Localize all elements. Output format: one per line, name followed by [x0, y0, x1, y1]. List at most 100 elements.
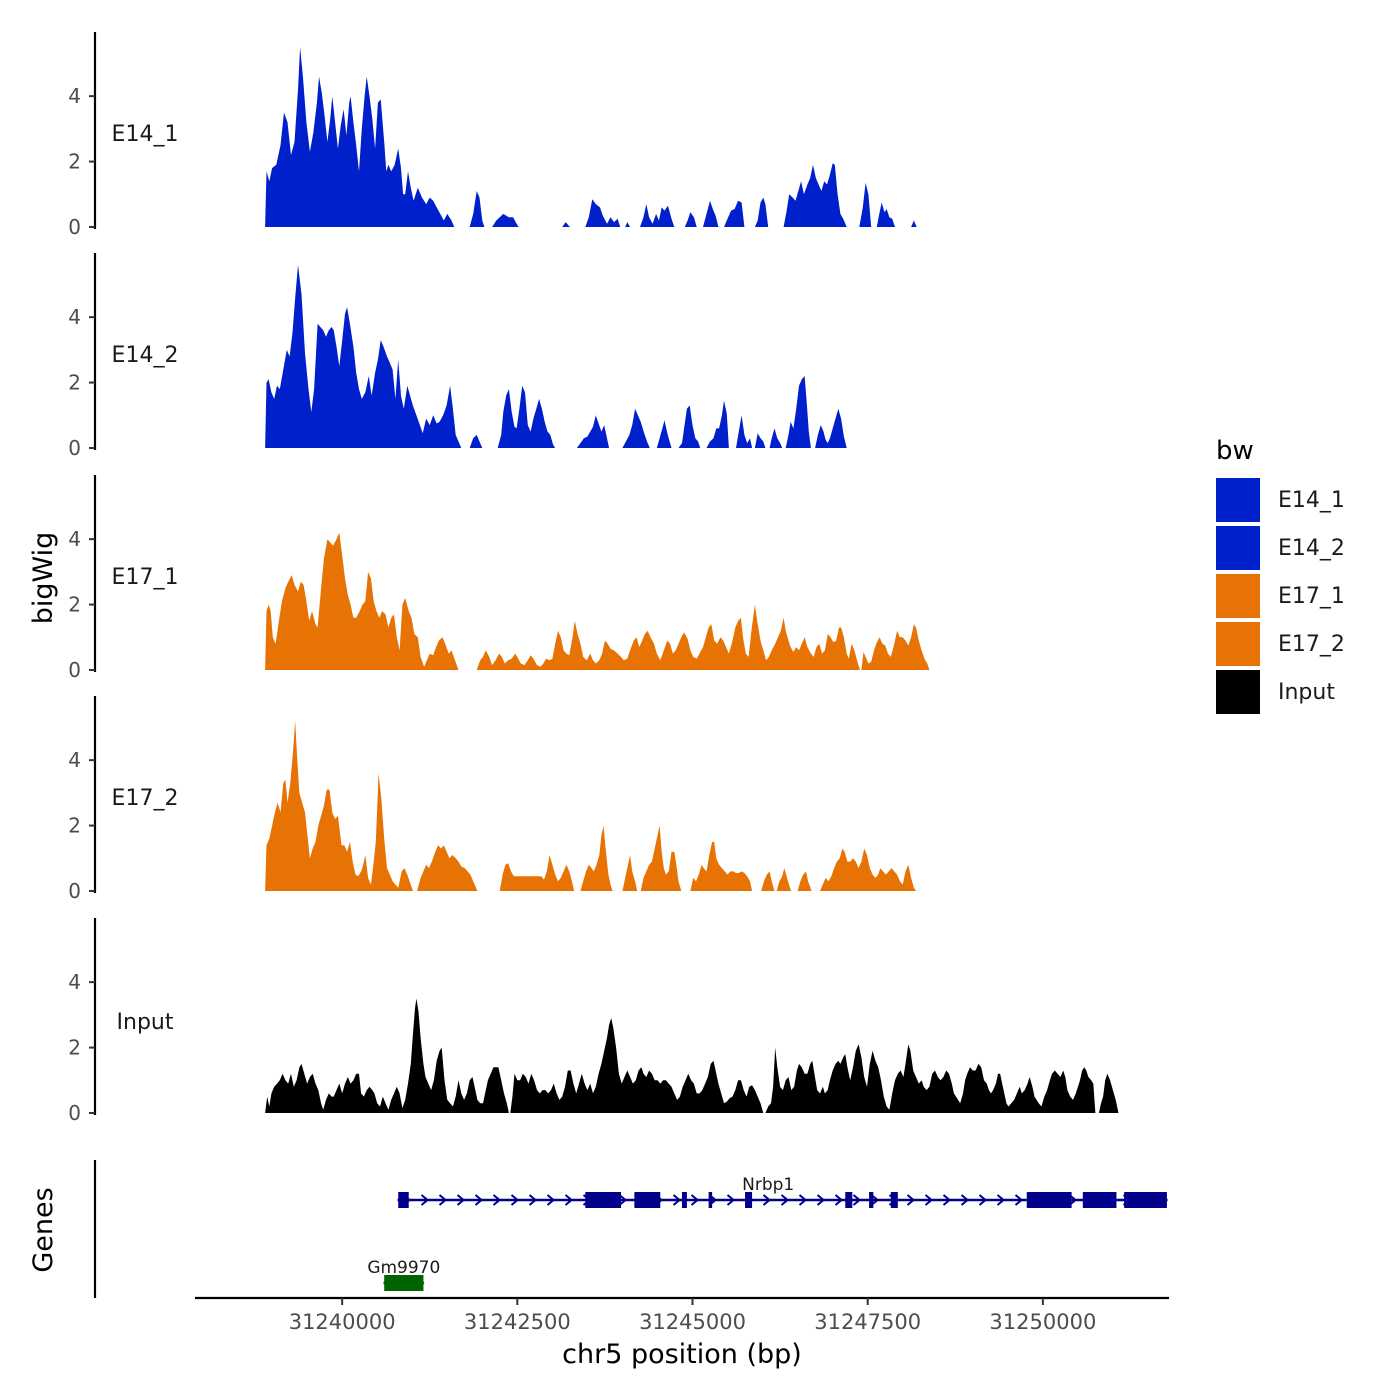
- legend-label: Input: [1278, 679, 1335, 705]
- strand-chevron: [456, 1194, 466, 1206]
- gene-exon: [890, 1192, 898, 1208]
- y-tick-label: 2: [68, 371, 81, 395]
- legend-label: E14_1: [1278, 487, 1345, 513]
- strand-chevron: [960, 1194, 970, 1206]
- y-tick-label: 4: [68, 970, 81, 994]
- legend-item-e17-1: E17_1: [1216, 572, 1386, 620]
- y-tick-label: 0: [68, 1101, 81, 1125]
- strand-chevron: [492, 1194, 502, 1206]
- strand-chevron: [1014, 1194, 1024, 1206]
- gene-nrbp1: Nrbp1: [397, 1175, 1168, 1208]
- coverage-panels: 0 2 4 E14_1 0 2 4 E14_2 0 2 4 E17_1 0 2 4 E17_2 0 2 4 Input: [68, 32, 1119, 1125]
- strand-chevron: [510, 1194, 520, 1206]
- x-axis-label: chr5 position (bp): [562, 1339, 802, 1370]
- gene-exon: [384, 1275, 424, 1291]
- gene-exon: [869, 1192, 874, 1208]
- gene-exon: [585, 1192, 622, 1208]
- strand-chevron: [924, 1194, 934, 1206]
- gene-exon: [845, 1192, 853, 1208]
- y-tick-label: 2: [68, 814, 81, 838]
- y-tick-label: 4: [68, 527, 81, 551]
- legend-item-input: Input: [1216, 668, 1386, 716]
- y-tick-label: 4: [68, 748, 81, 772]
- gene-label-gm9970: Gm9970: [367, 1258, 440, 1278]
- legend-item-e17-2: E17_2: [1216, 620, 1386, 668]
- x-tick-label: 31242500: [464, 1310, 571, 1334]
- genes-panel: Nrbp1 Gm9970: [93, 1160, 1168, 1298]
- strand-chevron: [978, 1194, 988, 1206]
- track-label-e14-2: E14_2: [112, 343, 179, 368]
- legend-title: bw: [1216, 436, 1254, 466]
- track-label-e14-1: E14_1: [112, 122, 179, 147]
- genes-axis-label: Genes: [28, 1187, 59, 1272]
- strand-chevron: [672, 1194, 682, 1206]
- legend-swatch: [1216, 526, 1260, 570]
- strand-chevron: [546, 1194, 556, 1206]
- strand-chevron: [996, 1194, 1006, 1206]
- strand-chevron: [906, 1194, 916, 1206]
- panel-e14-2: 0 2 4 E14_2: [68, 253, 847, 460]
- legend-label: E17_2: [1278, 631, 1345, 657]
- legend-swatch: [1216, 622, 1260, 666]
- panel-e17-2: 0 2 4 E17_2: [68, 696, 917, 903]
- y-tick-label: 0: [68, 436, 81, 460]
- gene-exon: [634, 1192, 661, 1208]
- x-tick-label: 31245000: [639, 1310, 746, 1334]
- coverage-area-e14-2: [265, 264, 847, 448]
- strand-chevron: [438, 1194, 448, 1206]
- legend-swatch: [1216, 574, 1260, 618]
- coverage-area-e17-2: [265, 720, 917, 891]
- strand-chevron: [528, 1194, 538, 1206]
- strand-chevron: [870, 1194, 880, 1206]
- y-tick-label: 0: [68, 215, 81, 239]
- y-tick-label: 0: [68, 879, 81, 903]
- strand-chevron: [852, 1194, 862, 1206]
- legend: bw E14_1 E14_2 E17_1 E17_2 Input: [1216, 434, 1386, 716]
- strand-chevron: [564, 1194, 574, 1206]
- strand-chevron: [816, 1194, 826, 1206]
- gene-exon: [708, 1192, 713, 1208]
- gene-exon: [1026, 1192, 1072, 1208]
- strand-chevron: [690, 1194, 700, 1206]
- x-tick-label: 31240000: [289, 1310, 396, 1334]
- coverage-area-input: [265, 998, 1119, 1113]
- coverage-area-e17-1: [265, 532, 930, 670]
- x-tick-label: 31250000: [989, 1310, 1096, 1334]
- strand-chevron: [420, 1194, 430, 1206]
- gene-exon: [1124, 1192, 1167, 1208]
- legend-label: E17_1: [1278, 583, 1345, 609]
- legend-item-e14-2: E14_2: [1216, 524, 1386, 572]
- gene-exon: [1082, 1192, 1117, 1208]
- legend-swatch: [1216, 478, 1260, 522]
- coverage-area-e14-1: [265, 47, 917, 227]
- track-label-e17-2: E17_2: [112, 786, 179, 811]
- gene-exon: [682, 1192, 687, 1208]
- y-tick-label: 2: [68, 1036, 81, 1060]
- strand-chevron: [780, 1194, 790, 1206]
- legend-item-e14-1: E14_1: [1216, 476, 1386, 524]
- strand-chevron: [942, 1194, 952, 1206]
- x-axis: 31240000 31242500 31245000 31247500 31250000: [195, 1296, 1169, 1334]
- panel-e14-1: 0 2 4 E14_1: [68, 32, 917, 239]
- strand-chevron: [618, 1194, 628, 1206]
- legend-swatch: [1216, 670, 1260, 714]
- y-tick-label: 2: [68, 150, 81, 174]
- gene-label-nrbp1: Nrbp1: [742, 1175, 794, 1195]
- y-tick-label: 4: [68, 305, 81, 329]
- legend-label: E14_2: [1278, 535, 1345, 561]
- y-axis-label: bigWig: [28, 532, 59, 625]
- panel-e17-1: 0 2 4 E17_1: [68, 475, 930, 682]
- y-tick-label: 0: [68, 658, 81, 682]
- x-tick-label: 31247500: [814, 1310, 921, 1334]
- strand-chevron: [474, 1194, 484, 1206]
- gene-exon: [398, 1192, 409, 1208]
- strand-chevron: [834, 1194, 844, 1206]
- gene-gm9970: Gm9970: [367, 1258, 440, 1291]
- y-tick-label: 2: [68, 593, 81, 617]
- panel-input: 0 2 4 Input: [68, 918, 1119, 1125]
- strand-chevron: [762, 1194, 772, 1206]
- gene-exon: [745, 1192, 753, 1208]
- track-label-e17-1: E17_1: [112, 565, 179, 590]
- track-label-input: Input: [117, 1010, 174, 1035]
